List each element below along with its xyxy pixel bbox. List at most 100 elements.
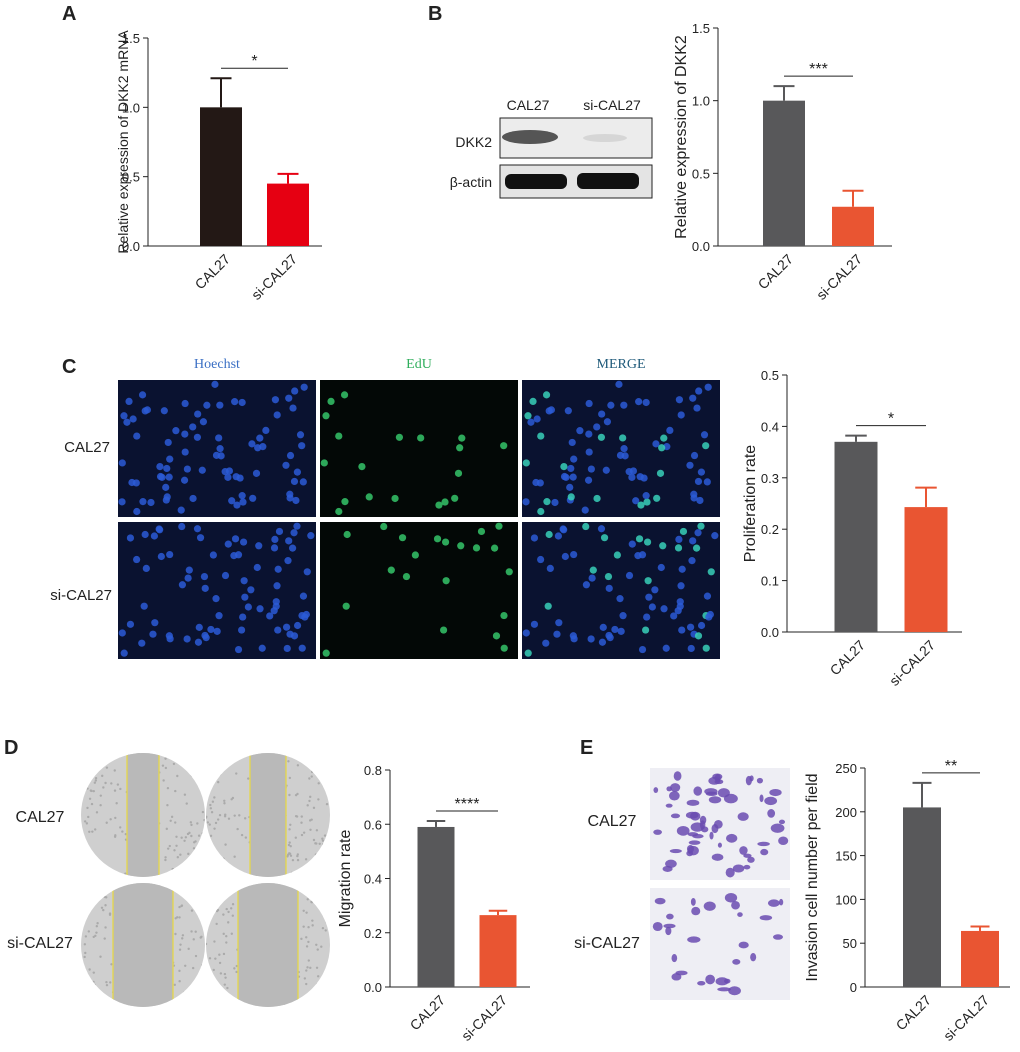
cell bbox=[163, 464, 171, 473]
speck bbox=[296, 853, 300, 856]
speck bbox=[85, 822, 89, 825]
speck bbox=[231, 914, 235, 917]
speck bbox=[296, 764, 300, 767]
cell bbox=[564, 407, 572, 415]
cell bbox=[677, 411, 685, 419]
speck bbox=[224, 976, 227, 979]
speck bbox=[312, 838, 316, 842]
speck bbox=[230, 870, 234, 873]
speck bbox=[185, 802, 188, 805]
speck bbox=[218, 953, 221, 956]
cell bbox=[118, 498, 126, 506]
speck bbox=[294, 836, 298, 839]
speck bbox=[86, 978, 89, 982]
cell bbox=[183, 465, 191, 473]
speck bbox=[200, 1003, 204, 1007]
speck bbox=[322, 982, 325, 986]
speck bbox=[105, 821, 108, 824]
cell bbox=[274, 626, 282, 634]
cell bbox=[233, 501, 241, 509]
stain bbox=[778, 819, 786, 825]
y-tick-label: 0.4 bbox=[761, 419, 779, 434]
speck bbox=[304, 858, 308, 861]
speck bbox=[81, 788, 83, 791]
speck bbox=[92, 855, 95, 859]
cell bbox=[692, 544, 701, 552]
speck bbox=[319, 754, 323, 757]
speck bbox=[287, 843, 291, 847]
micro-panel bbox=[320, 380, 518, 517]
stain bbox=[653, 787, 659, 793]
speck bbox=[315, 943, 318, 947]
cell bbox=[189, 423, 197, 431]
speck bbox=[82, 907, 85, 911]
cell bbox=[184, 574, 192, 582]
speck bbox=[223, 799, 226, 803]
significance: * bbox=[251, 53, 257, 70]
x-tick-label: si-CAL27 bbox=[248, 251, 300, 303]
stain bbox=[732, 864, 745, 873]
speck bbox=[114, 834, 117, 837]
bar bbox=[763, 100, 805, 247]
cell bbox=[477, 527, 486, 536]
speck bbox=[89, 996, 93, 1000]
cell bbox=[126, 620, 135, 628]
speck bbox=[87, 815, 90, 819]
speck bbox=[321, 843, 325, 846]
cell bbox=[118, 459, 126, 467]
speck bbox=[230, 932, 233, 935]
cell bbox=[300, 383, 308, 391]
stain bbox=[723, 793, 738, 804]
stain bbox=[757, 841, 770, 847]
cell bbox=[231, 535, 240, 543]
cell bbox=[686, 461, 694, 469]
speck bbox=[99, 862, 103, 865]
cell bbox=[307, 532, 315, 540]
speck bbox=[89, 883, 92, 886]
cell bbox=[545, 530, 553, 539]
cell bbox=[247, 586, 255, 594]
speck bbox=[84, 951, 87, 955]
cell bbox=[570, 635, 578, 643]
y-tick-label: 200 bbox=[835, 805, 857, 820]
y-tick-label: 0.5 bbox=[122, 170, 140, 185]
speck bbox=[189, 897, 193, 901]
cell bbox=[576, 427, 584, 435]
speck bbox=[115, 802, 118, 805]
speck bbox=[207, 779, 210, 783]
cell bbox=[433, 535, 442, 543]
cell bbox=[202, 634, 210, 642]
cell bbox=[285, 394, 293, 402]
cell bbox=[151, 619, 159, 627]
speck bbox=[167, 847, 170, 850]
speck bbox=[302, 909, 305, 912]
y-tick-label: 0 bbox=[850, 980, 857, 995]
speck bbox=[112, 1002, 116, 1006]
speck bbox=[201, 986, 204, 989]
x-tick-label: si-CAL27 bbox=[940, 992, 992, 1044]
cell bbox=[533, 415, 541, 423]
speck bbox=[90, 802, 94, 806]
bar bbox=[267, 183, 309, 246]
speck bbox=[105, 980, 108, 984]
cell bbox=[271, 396, 280, 404]
speck bbox=[168, 844, 171, 848]
stain bbox=[717, 987, 731, 992]
speck bbox=[225, 907, 228, 911]
cell bbox=[441, 498, 449, 506]
cell bbox=[160, 407, 168, 415]
cell bbox=[335, 507, 343, 516]
cell bbox=[527, 418, 535, 426]
speck bbox=[308, 819, 312, 822]
blot-band bbox=[505, 174, 567, 189]
cell bbox=[581, 506, 589, 514]
cell bbox=[458, 434, 466, 442]
cell bbox=[118, 629, 126, 637]
row-label: si-CAL27 bbox=[50, 587, 112, 604]
stain bbox=[759, 794, 764, 803]
cell bbox=[677, 582, 685, 590]
y-axis-label: Proliferation rate bbox=[742, 445, 759, 562]
speck bbox=[196, 822, 199, 825]
speck bbox=[240, 833, 244, 837]
